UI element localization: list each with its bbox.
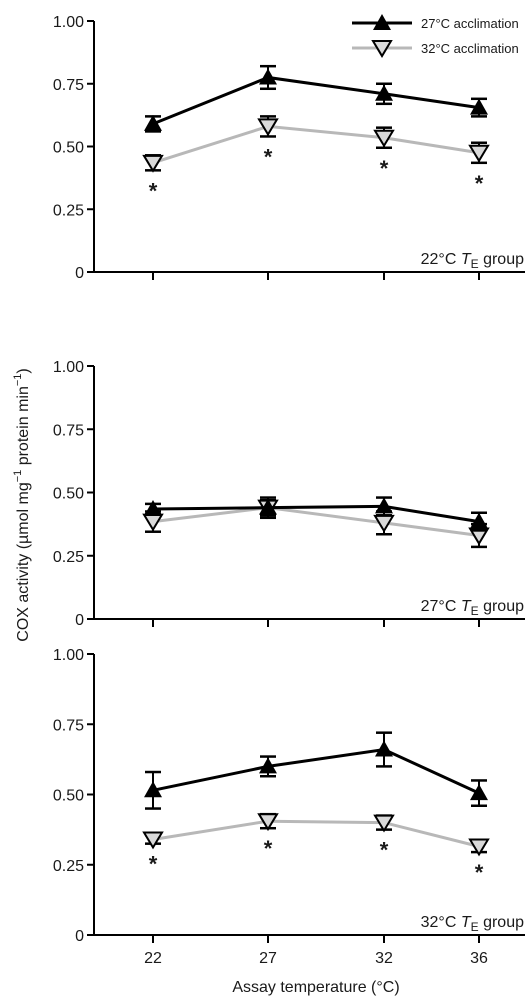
data-point-triangle-down: [468, 838, 490, 857]
significance-star: *: [149, 178, 158, 203]
series-32c: [142, 115, 490, 173]
data-point-triangle-down: [257, 813, 279, 832]
significance-star: *: [380, 838, 389, 863]
x-axis-title: Assay temperature (°C): [232, 979, 399, 996]
data-point-triangle-up: [375, 497, 393, 514]
y-axis-title-mid: protein min: [15, 386, 32, 470]
panel-label-T: T: [461, 251, 472, 268]
y-tick-label: 0: [75, 612, 84, 629]
series-line: [152, 506, 480, 537]
data-point-triangle-down: [373, 814, 395, 833]
y-tick-label: 0.75: [53, 717, 84, 734]
series-32c: [142, 812, 490, 857]
panel-label-temp: 22°C: [421, 251, 461, 268]
significance-star: *: [149, 852, 158, 877]
data-point-triangle-up: [375, 740, 393, 757]
legend: 27°C acclimation 32°C acclimation: [352, 14, 519, 58]
series-line: [152, 504, 480, 524]
y-tick-label: 0.50: [53, 788, 84, 805]
panel-label-subscript: E: [471, 257, 479, 271]
series-line: [152, 124, 480, 165]
data-point-triangle-up: [144, 781, 162, 798]
series-32c: [142, 496, 490, 549]
data-point-triangle-up: [259, 68, 277, 85]
y-axis-title-prefix: COX activity (µmol mg: [15, 482, 32, 641]
data-point-triangle-up: [375, 84, 393, 101]
y-tick-label: 0: [75, 928, 84, 945]
significance-star: *: [475, 171, 484, 196]
y-tick-label: 0.25: [53, 549, 84, 566]
y-tick-label: 0.75: [53, 422, 84, 439]
y-tick-label: 0.50: [53, 140, 84, 157]
significance-star: *: [475, 860, 484, 885]
panels: 00.250.500.751.00** **22°C TE group00.250…: [53, 14, 525, 967]
y-axis-title-sup2: −1: [12, 374, 24, 387]
legend-marker-triangle-up-icon: [373, 14, 391, 30]
x-tick-label: 32: [375, 950, 393, 967]
y-tick-label: 1.00: [53, 647, 84, 664]
panel-label-temp: 27°C: [421, 598, 461, 615]
data-point-triangle-up: [259, 757, 277, 774]
data-point-triangle-down: [142, 154, 164, 173]
y-tick-label: 0.50: [53, 486, 84, 503]
significance-star: *: [264, 836, 273, 861]
data-point-triangle-up: [470, 512, 488, 529]
panel-label-subscript: E: [471, 920, 479, 934]
data-point-triangle-down: [257, 118, 279, 137]
y-axis-title-sup1: −1: [12, 470, 24, 483]
panel-label-T: T: [461, 914, 472, 931]
panel-label-subscript: E: [471, 604, 479, 618]
data-point-triangle-up: [470, 784, 488, 801]
data-point-triangle-down: [373, 129, 395, 148]
series-line: [152, 747, 480, 795]
series-line: [152, 75, 480, 126]
data-point-triangle-down: [468, 144, 490, 163]
y-axis-title-suffix: ): [15, 368, 32, 373]
y-tick-label: 0: [75, 265, 84, 282]
data-point-triangle-up: [144, 499, 162, 516]
series-27c: [144, 496, 488, 532]
panel-label-T: T: [461, 598, 472, 615]
legend-label-27c: 27°C acclimation: [421, 16, 519, 31]
panel-label-temp: 32°C: [421, 914, 461, 931]
x-tick-label: 36: [470, 950, 488, 967]
panel-label-group: group: [479, 251, 524, 268]
y-axis-title: COX activity (µmol mg−1 protein min−1): [12, 368, 32, 641]
y-tick-label: 0.75: [53, 77, 84, 94]
data-point-triangle-up: [144, 114, 162, 131]
y-tick-label: 0.25: [53, 202, 84, 219]
x-tick-label: 27: [259, 950, 277, 967]
data-point-triangle-down: [142, 831, 164, 850]
x-tick-label: 22: [144, 950, 162, 967]
panel-label-group: group: [479, 914, 524, 931]
panel-label: 22°C TE group: [421, 251, 524, 271]
panel-label-group: group: [479, 598, 524, 615]
y-tick-label: 1.00: [53, 359, 84, 376]
data-point-triangle-up: [259, 498, 277, 515]
y-tick-label: 0.25: [53, 858, 84, 875]
legend-marker-triangle-down-icon: [371, 40, 393, 58]
y-tick-label: 1.00: [53, 14, 84, 31]
significance-star: *: [264, 144, 273, 169]
significance-star: *: [380, 156, 389, 181]
panel-2: 0 0.25 0.50 0.75 1.00 27°C TE group: [53, 359, 525, 629]
series-line: [152, 819, 480, 848]
panel-label: 27°C TE group: [421, 598, 524, 618]
legend-label-32c: 32°C acclimation: [421, 41, 519, 56]
series-27c: [144, 64, 488, 133]
panel-1: 0 0.25 0.50 0.75 1.00 * * * * 22°C TE group: [53, 14, 525, 282]
data-point-triangle-up: [470, 98, 488, 115]
panel-3: 0 0.25 0.50 0.75 1.00 * * * * 32°C TE group: [53, 647, 525, 945]
panel-label: 32°C TE group: [421, 914, 524, 934]
series-27c: [144, 731, 488, 810]
